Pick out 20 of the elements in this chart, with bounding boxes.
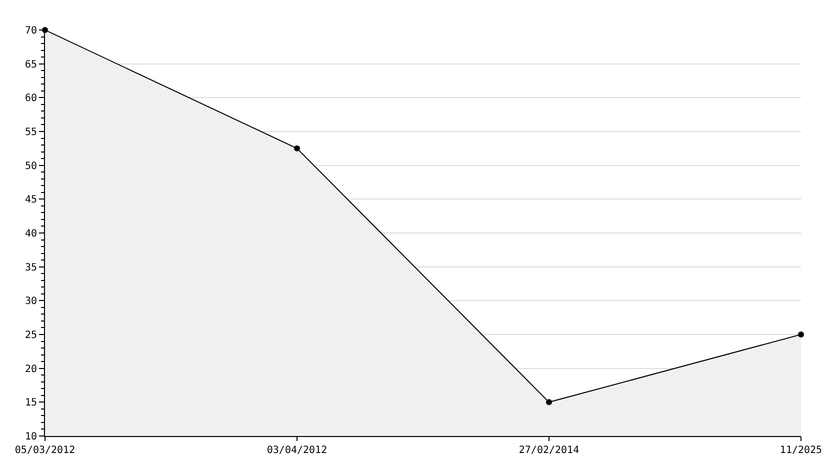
y-tick-label: 35 — [24, 262, 37, 274]
y-tick-label: 55 — [24, 127, 37, 138]
x-tick-label: 03/04/2012 — [266, 445, 328, 456]
point — [546, 399, 552, 406]
y-tick-label: 15 — [24, 398, 37, 409]
x-tick-label: 27/02/2014 — [518, 445, 580, 456]
x-tick-label: 05/03/2012 — [14, 445, 76, 456]
point — [294, 145, 300, 152]
y-tick-label: 40 — [24, 228, 37, 240]
y-tick-label: 10 — [24, 432, 37, 442]
y-tick-label: 70 — [24, 26, 37, 36]
y-tick-label: 50 — [24, 160, 37, 172]
y-tick-label: 60 — [24, 93, 37, 104]
y-tick-label: 65 — [24, 59, 37, 70]
x-tick-label: 11/2025 — [780, 445, 822, 456]
y-tick-label: 20 — [24, 364, 37, 375]
y-tick-label: 45 — [24, 194, 37, 206]
y-tick-label: 30 — [24, 296, 37, 308]
point — [798, 332, 804, 338]
y-tick-label: 25 — [24, 330, 37, 341]
